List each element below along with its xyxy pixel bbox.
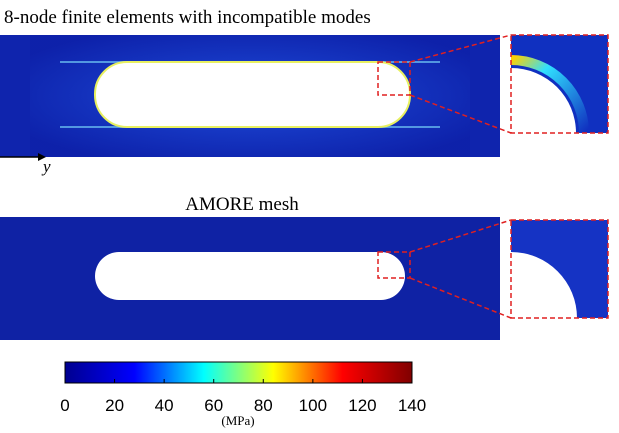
zoom-line <box>409 219 512 253</box>
axis-label: y <box>41 157 51 176</box>
colorbar-tick-label: 40 <box>155 396 174 415</box>
colorbar-tick-label: 0 <box>60 396 69 415</box>
zoom-box <box>377 251 411 279</box>
colorbar-tick-label: 60 <box>204 396 223 415</box>
slot-hole <box>95 252 405 300</box>
axis-arrowhead <box>38 153 46 161</box>
colorbar-tick-label: 140 <box>398 396 426 415</box>
inset-frame <box>510 219 609 319</box>
panel-title: AMORE mesh <box>185 194 299 215</box>
zoom-line <box>409 34 512 63</box>
panel-title: 8-node finite elements with incompatible… <box>4 7 371 28</box>
zoom-line <box>409 94 512 134</box>
colorbar-tick-label: 100 <box>299 396 327 415</box>
slot-hole <box>94 61 411 128</box>
inset-frame <box>510 34 609 134</box>
colorbar-tick-label: 120 <box>348 396 376 415</box>
inset-hole <box>511 68 576 133</box>
colorbar-tick-label: 20 <box>105 396 124 415</box>
colorbar-unit: (MPa) <box>221 413 254 428</box>
zoom-box <box>377 61 411 96</box>
zoom-line <box>409 277 512 319</box>
colorbar <box>64 361 413 384</box>
inset-hot-zone <box>510 55 589 134</box>
inset-hole <box>511 252 577 318</box>
colorbar-tick-label: 80 <box>254 396 273 415</box>
